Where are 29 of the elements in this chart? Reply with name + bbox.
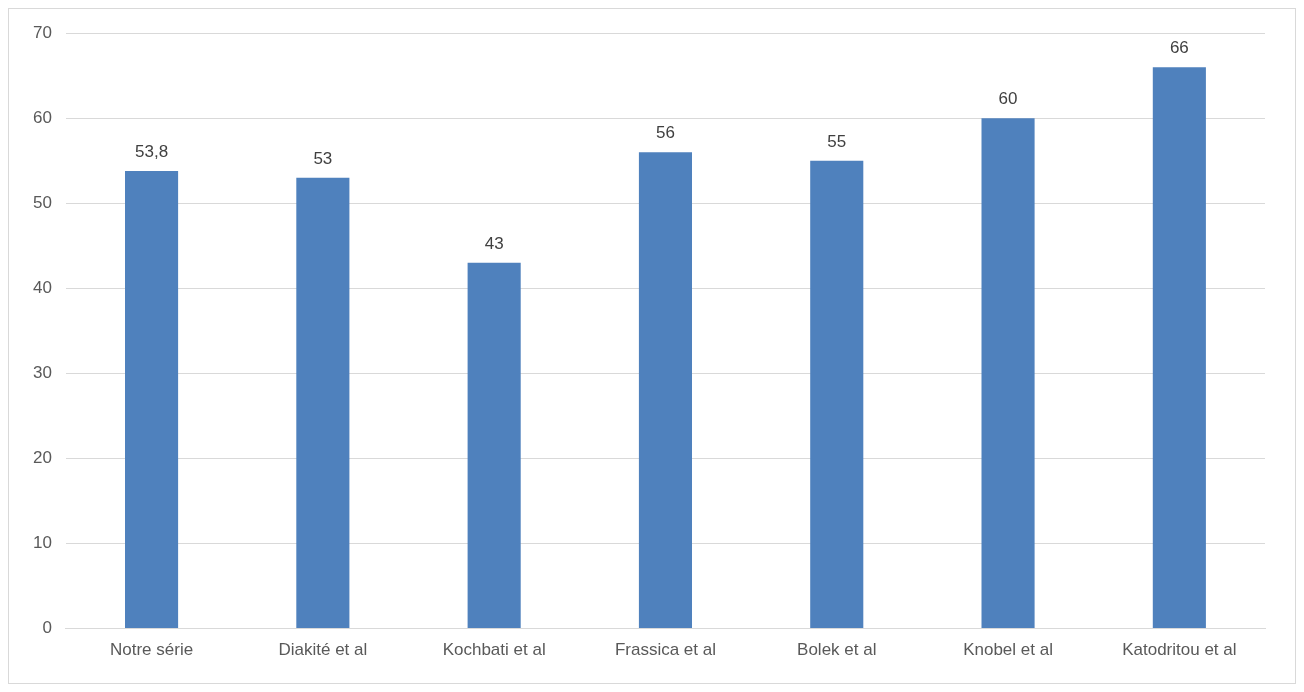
- y-tick-label: 40: [32, 278, 52, 298]
- y-tick-label: 50: [32, 193, 52, 212]
- y-tick-label: 30: [32, 363, 52, 383]
- y-tick-label: 0: [42, 618, 52, 638]
- bar: [810, 160, 864, 629]
- bar: [1152, 67, 1206, 629]
- x-tick-label: Kochbati et al: [442, 640, 546, 660]
- data-label: 66: [1169, 38, 1189, 58]
- bar: [467, 262, 521, 629]
- y-tick-label: 60: [32, 107, 52, 127]
- x-tick-label: Diakité et al: [278, 640, 368, 660]
- bar: [638, 152, 693, 629]
- data-label: 55: [827, 131, 847, 151]
- bar: [981, 118, 1035, 629]
- x-tick-label: Katodritou et al: [1122, 640, 1237, 660]
- x-tick-label: Notre série: [109, 640, 194, 660]
- bar: [125, 170, 179, 629]
- y-tick-label: 70: [32, 22, 52, 42]
- data-label: 43: [484, 234, 504, 254]
- x-tick-label: Bolek et al: [797, 640, 877, 660]
- x-tick-label: Knobel et al: [963, 640, 1053, 660]
- bar: [296, 177, 350, 629]
- data-label: 60: [998, 89, 1018, 109]
- data-label: 53,8: [135, 142, 169, 162]
- data-label: 53: [313, 148, 333, 168]
- y-tick-label: 20: [32, 448, 52, 468]
- x-tick-label: Frassica et al: [614, 640, 716, 660]
- y-tick-label: 10: [32, 533, 52, 553]
- data-label: 56: [655, 123, 675, 143]
